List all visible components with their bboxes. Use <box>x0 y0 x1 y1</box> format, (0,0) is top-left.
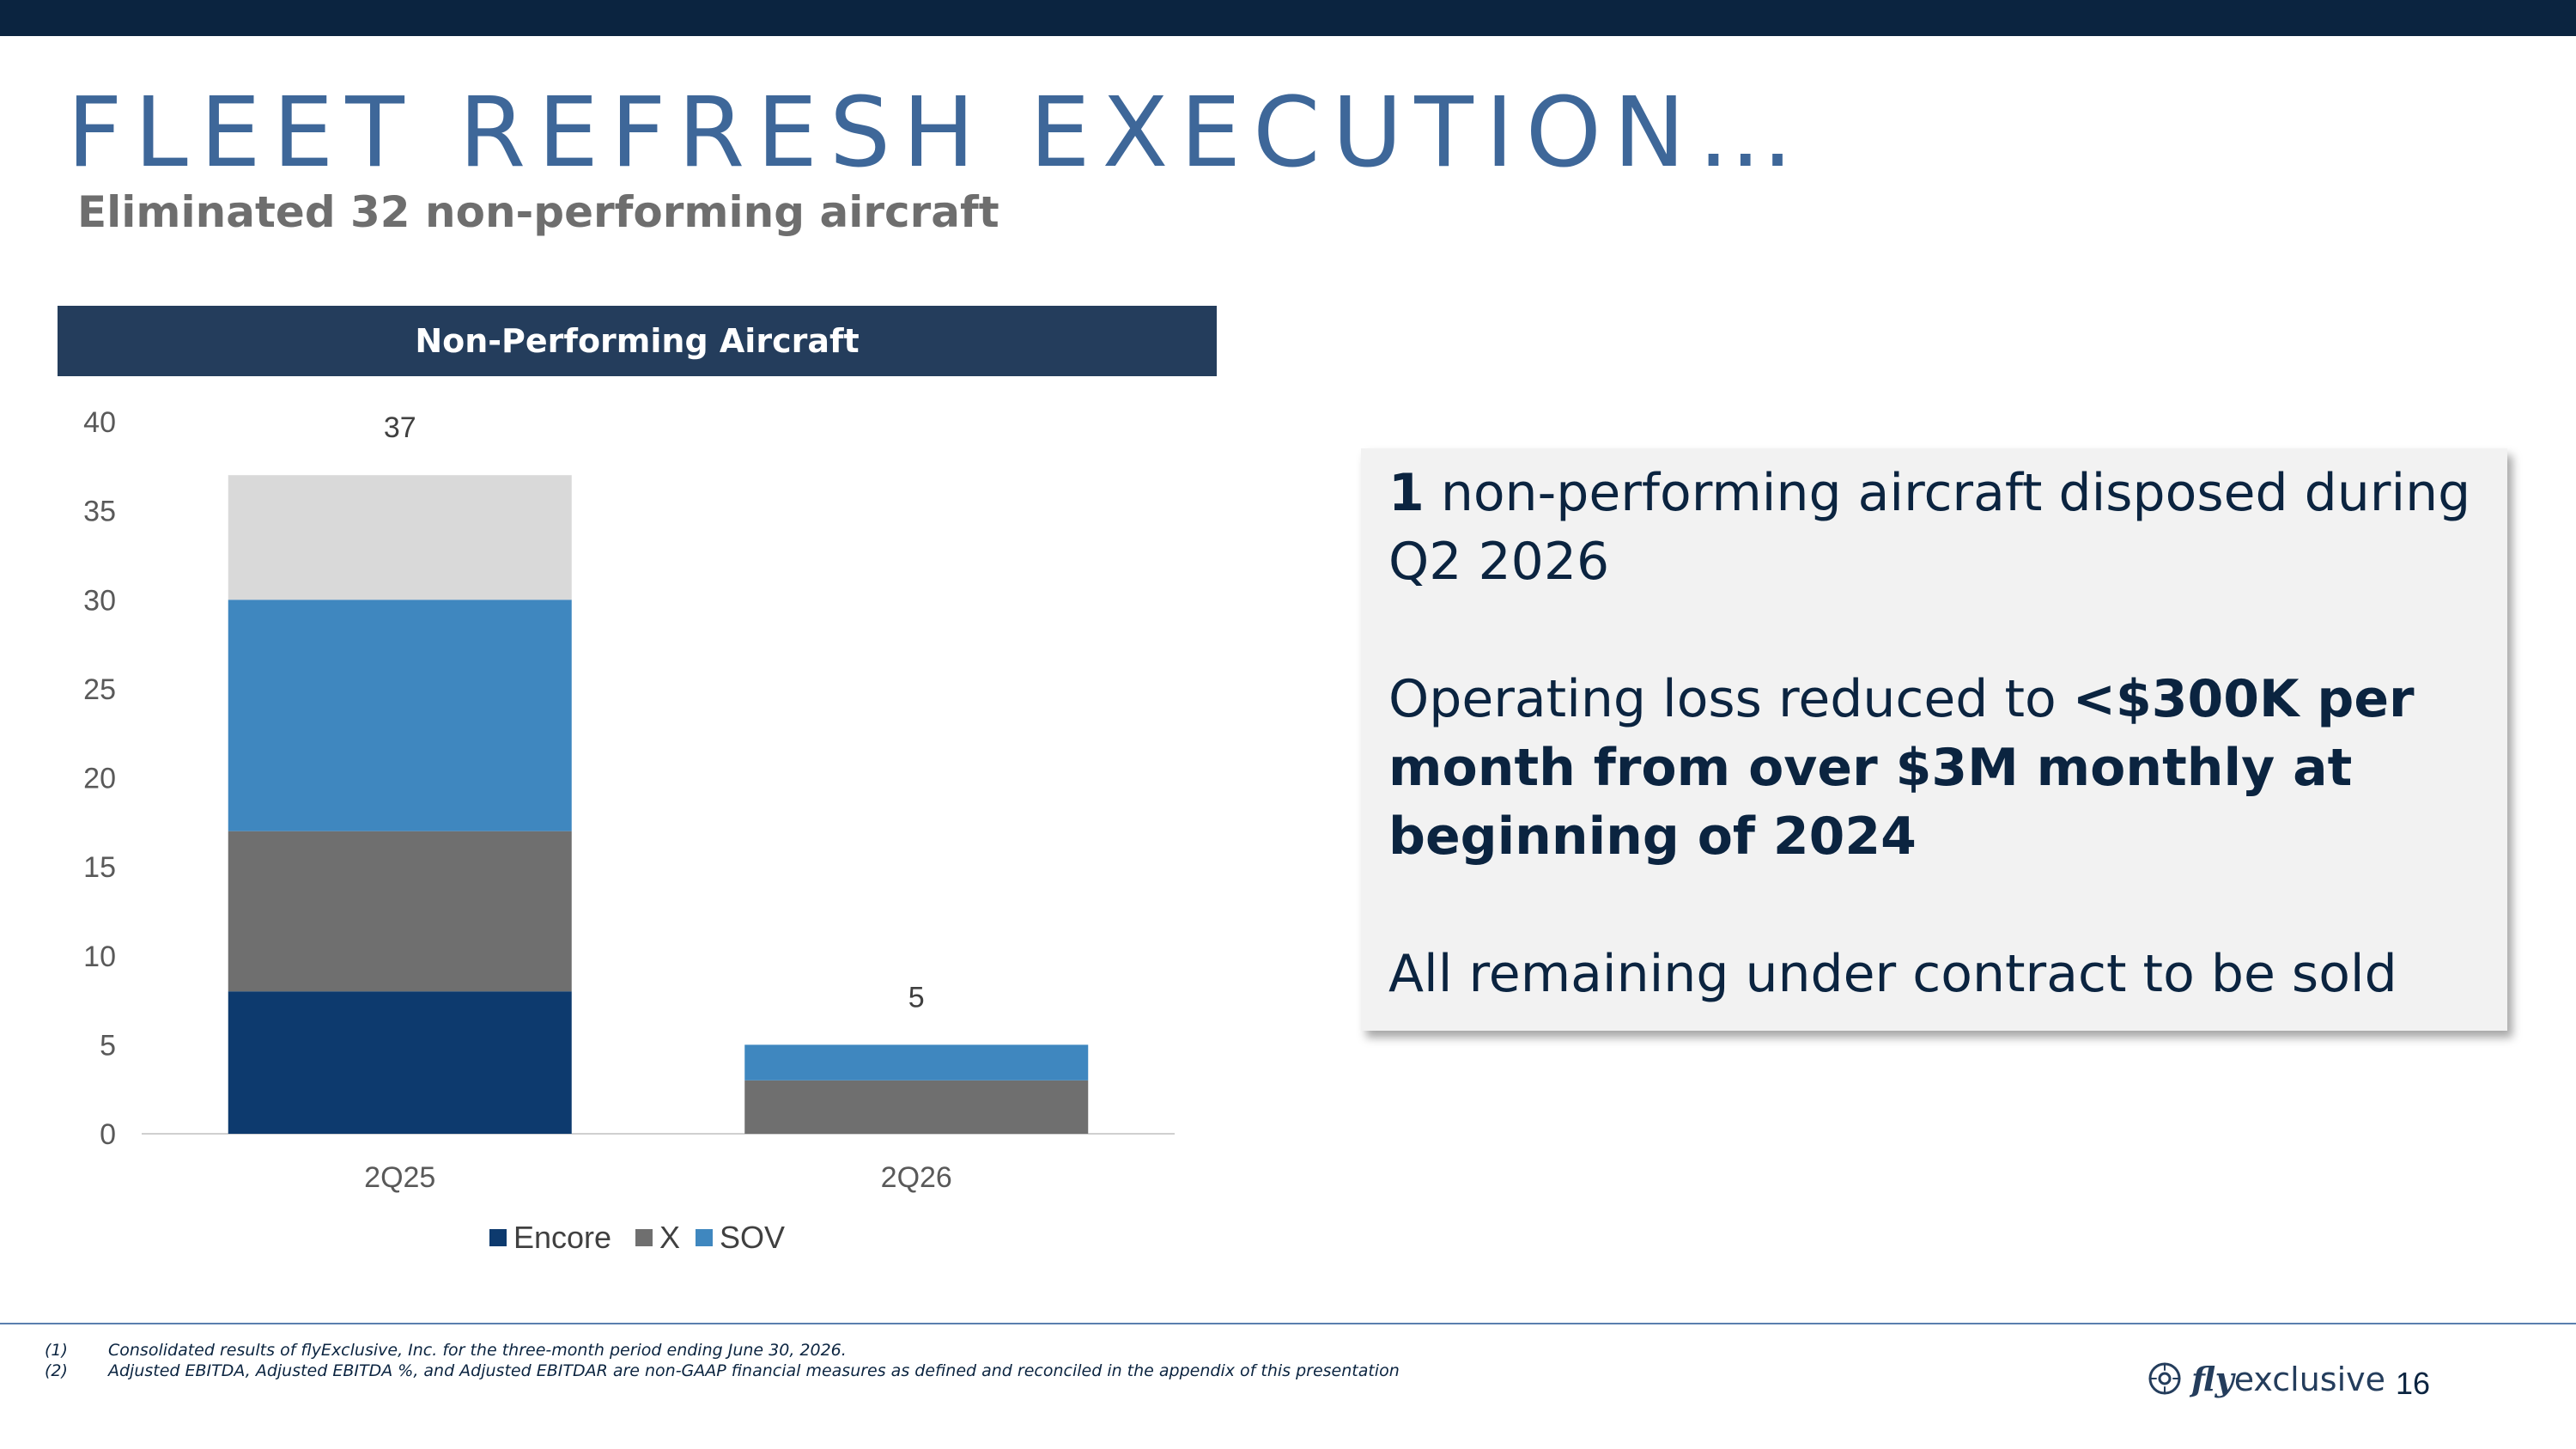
y-tick-label: 40 <box>83 406 116 439</box>
y-tick-label: 20 <box>83 763 116 795</box>
swirl-logo-icon <box>2148 1362 2181 1395</box>
footnote-2: (2) Adjusted EBITDA, Adjusted EBITDA %, … <box>45 1361 1400 1381</box>
x-tick-label: 2Q26 <box>881 1161 952 1194</box>
disposed-text: non-performing aircraft disposed during … <box>1388 463 2471 592</box>
x-tick-label: 2Q25 <box>364 1161 435 1194</box>
info-paragraph-1: 1 non-performing aircraft disposed durin… <box>1388 459 2496 596</box>
chart-header: Non-Performing Aircraft <box>58 306 1217 376</box>
bar-segment-encore <box>228 991 572 1134</box>
bar-total-label: 5 <box>908 981 925 1014</box>
page-number: 16 <box>2396 1366 2431 1401</box>
footnote-text: Consolidated results of flyExclusive, In… <box>108 1341 847 1360</box>
bar-segment-x <box>744 1080 1089 1134</box>
y-tick-label: 0 <box>100 1118 116 1151</box>
operating-loss-highlight: <$300K per month from over $3M monthly a… <box>1388 669 2415 867</box>
page-subtitle: Eliminated 32 non-performing aircraft <box>77 187 999 237</box>
y-tick-label: 30 <box>83 584 116 617</box>
info-paragraph-3: All remaining under contract to be sold <box>1388 944 2397 1004</box>
logo-wordmark: flyexclusive <box>2191 1360 2385 1398</box>
logo-exclusive-text: exclusive <box>2233 1360 2386 1398</box>
footnotes: (1) Consolidated results of flyExclusive… <box>45 1340 1400 1381</box>
y-tick-label: 10 <box>83 941 116 973</box>
bar-segment-other <box>228 475 572 600</box>
flyexclusive-logo: flyexclusive <box>2145 1359 2385 1398</box>
legend-swatch <box>489 1229 507 1246</box>
y-tick-label: 35 <box>83 496 116 528</box>
stacked-bar-chart: 0 5 10 15 20 25 30 35 40 37 2Q25 5 2Q26 Encore X SOV <box>83 406 1175 1255</box>
legend-swatch <box>635 1229 653 1246</box>
bar-total-label: 37 <box>384 411 416 444</box>
legend-label: SOV <box>720 1220 785 1255</box>
legend-label: Encore <box>513 1220 611 1255</box>
footnote-number: (1) <box>45 1341 68 1360</box>
y-tick-label: 5 <box>100 1029 116 1062</box>
page-title: FLEET REFRESH EXECUTION… <box>67 77 1806 189</box>
y-tick-label: 15 <box>83 851 116 884</box>
disposed-count: 1 <box>1388 463 1425 523</box>
footnote-1: (1) Consolidated results of flyExclusive… <box>45 1340 1400 1361</box>
legend-swatch <box>696 1229 713 1246</box>
top-banner <box>0 0 2576 36</box>
legend-label: X <box>659 1220 680 1255</box>
bar-segment-sov <box>228 600 572 831</box>
operating-loss-text: Operating loss reduced to <box>1388 669 2073 729</box>
info-paragraph-2: Operating loss reduced to <$300K per mon… <box>1388 665 2496 871</box>
footnote-number: (2) <box>45 1361 68 1380</box>
bar-segment-sov <box>744 1044 1089 1081</box>
bar-segment-x <box>228 831 572 992</box>
y-tick-label: 25 <box>83 673 116 706</box>
footer-divider <box>0 1323 2576 1324</box>
logo-fly-text: fly <box>2191 1359 2234 1398</box>
footnote-text: Adjusted EBITDA, Adjusted EBITDA %, and … <box>108 1361 1400 1380</box>
info-text: 1 non-performing aircraft disposed durin… <box>1388 459 2496 1008</box>
info-callout: 1 non-performing aircraft disposed durin… <box>1361 448 2507 1031</box>
